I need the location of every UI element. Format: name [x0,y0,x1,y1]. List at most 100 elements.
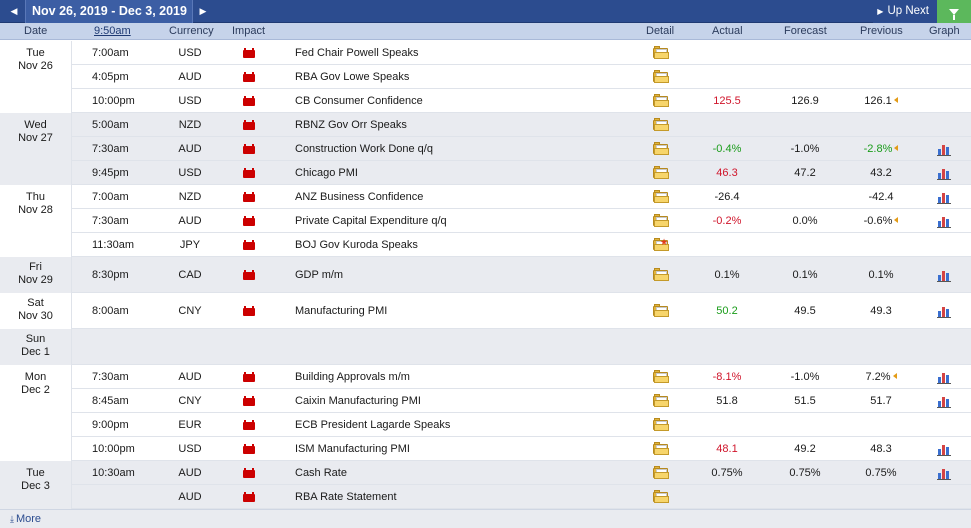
event-previous-value: 48.3 [870,443,892,455]
bar-chart-icon[interactable] [937,143,952,156]
event-previous: 49.3 [845,299,917,323]
event-currency: USD [178,167,202,179]
event-previous: 0.75% [845,461,917,485]
day-date-cell: Thu Nov 28 [0,185,72,257]
day-date: Dec 1 [21,346,50,358]
table-row[interactable]: 8:30pm CAD GDP m/m 0.1% 0.1% 0.1% [0,257,971,293]
day-date: Dec 3 [21,480,50,492]
impact-high-icon[interactable] [243,72,255,82]
impact-high-icon[interactable] [243,216,255,226]
bar-chart-icon[interactable] [937,443,952,456]
row-cells [72,485,971,508]
table-row[interactable]: 10:00pm USD CB Consumer Confidence 125.5 126… [0,89,971,113]
impact-high-icon[interactable] [243,192,255,202]
table-row[interactable]: 11:30am JPY BOJ Gov Kuroda Speaks ★ [0,233,971,257]
event-title: Construction Work Done q/q [295,143,433,155]
table-row[interactable]: 5:00am NZD RBNZ Gov Orr Speaks [0,113,971,137]
impact-high-icon[interactable] [243,306,255,316]
event-forecast: 49.5 [794,305,816,317]
impact-high-icon[interactable] [243,468,255,478]
event-time: 9:45pm [92,167,129,179]
folder-icon[interactable] [653,394,669,407]
folder-icon[interactable] [653,166,669,179]
table-row[interactable]: 7:30am AUD Private Capital Expenditure q/q… [0,209,971,233]
event-time: 10:00pm [92,443,135,455]
event-currency: AUD [178,71,202,83]
table-row[interactable]: 4:05pm AUD RBA Gov Lowe Speaks [0,65,971,89]
impact-high-icon[interactable] [243,144,255,154]
filter-button[interactable] [937,0,971,23]
folder-icon[interactable] [653,466,669,479]
bar-chart-icon[interactable] [937,371,952,384]
event-actual: -0.4% [712,143,742,155]
impact-high-icon[interactable] [243,240,255,250]
table-row[interactable]: 7:30am AUD Building Approvals m/m -8.1% -1.0… [0,365,971,389]
impact-high-icon[interactable] [243,120,255,130]
triangle-left-icon[interactable]: ◀ [10,6,18,16]
bar-chart-icon[interactable] [937,269,952,282]
folder-icon[interactable] [653,190,669,203]
impact-high-icon[interactable] [243,48,255,58]
current-time-link[interactable]: 9:50am [94,25,131,37]
filter-icon [949,8,959,20]
folder-icon[interactable] [653,304,669,317]
table-row[interactable]: 8:00am CNY Manufacturing PMI 50.2 49.5 49.3 [0,293,971,329]
bar-chart-icon[interactable] [937,305,952,318]
folder-new-icon[interactable]: ★ [653,238,669,251]
folder-icon[interactable] [653,268,669,281]
impact-high-icon[interactable] [243,372,255,382]
folder-icon[interactable] [653,490,669,503]
table-row[interactable]: 10:00pm USD ISM Manufacturing PMI 48.1 49.2 4… [0,437,971,461]
revised-marker-icon[interactable] [894,145,899,151]
column-header-forecast: Forecast [784,25,827,37]
table-row[interactable]: AUD RBA Rate Statement [0,485,971,509]
event-forecast: -1.0% [790,143,820,155]
impact-high-icon[interactable] [243,168,255,178]
table-row[interactable]: 7:00am NZD ANZ Business Confidence -26.4 -42… [0,185,971,209]
folder-icon[interactable] [653,418,669,431]
impact-high-icon[interactable] [243,420,255,430]
folder-icon[interactable] [653,70,669,83]
day-weekday: Wed [24,119,47,131]
table-row[interactable]: 10:30am AUD Cash Rate 0.75% 0.75% 0.75% [0,461,971,485]
event-actual: 0.75% [711,467,743,479]
folder-icon[interactable] [653,46,669,59]
folder-icon[interactable] [653,94,669,107]
impact-high-icon[interactable] [243,492,255,502]
impact-high-icon[interactable] [243,396,255,406]
table-row[interactable]: 7:00am USD Fed Chair Powell Speaks [0,41,971,65]
table-row[interactable]: 9:00pm EUR ECB President Lagarde Speaks [0,413,971,437]
day-weekday: Thu [26,191,45,203]
event-forecast: 126.9 [791,95,819,107]
folder-icon[interactable] [653,142,669,155]
more-link[interactable]: ⤓ More [10,510,41,528]
folder-icon[interactable] [653,370,669,383]
folder-icon[interactable] [653,442,669,455]
up-next-button[interactable]: ▶ Up Next [873,0,937,23]
triangle-right-icon[interactable]: ▶ [199,6,207,16]
folder-icon[interactable] [653,118,669,131]
bar-chart-icon[interactable] [937,215,952,228]
bar-chart-icon[interactable] [937,467,952,480]
bar-chart-icon[interactable] [937,191,952,204]
table-row[interactable]: 7:30am AUD Construction Work Done q/q -0.4%… [0,137,971,161]
event-actual: 48.1 [716,443,738,455]
folder-icon[interactable] [653,214,669,227]
column-header-graph: Graph [929,25,960,37]
revised-marker-icon[interactable] [892,373,897,379]
event-previous-value: 7.2% [865,371,891,383]
table-row[interactable]: 8:45am CNY Caixin Manufacturing PMI 51.8 51.… [0,389,971,413]
bar-chart-icon[interactable] [937,167,952,180]
table-row[interactable]: 9:45pm USD Chicago PMI 46.3 47.2 43.2 [0,161,971,185]
date-range-label[interactable]: Nov 26, 2019 - Dec 3, 2019 [25,0,193,23]
impact-high-icon[interactable] [243,96,255,106]
bar-chart-icon[interactable] [937,395,952,408]
revised-marker-icon[interactable] [894,217,899,223]
event-title: RBNZ Gov Orr Speaks [295,119,407,131]
event-actual: -8.1% [712,371,742,383]
impact-high-icon[interactable] [243,270,255,280]
impact-high-icon[interactable] [243,444,255,454]
column-header-previous: Previous [860,25,903,37]
revised-marker-icon[interactable] [893,97,898,103]
row-cells [72,161,971,184]
